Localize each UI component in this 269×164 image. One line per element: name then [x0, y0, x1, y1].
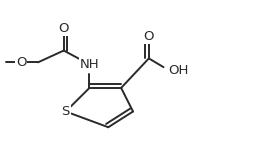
Text: NH: NH	[80, 58, 99, 71]
Text: O: O	[144, 30, 154, 43]
Text: OH: OH	[169, 64, 189, 77]
Text: O: O	[16, 56, 26, 69]
Text: S: S	[62, 105, 70, 118]
Text: O: O	[58, 22, 69, 35]
